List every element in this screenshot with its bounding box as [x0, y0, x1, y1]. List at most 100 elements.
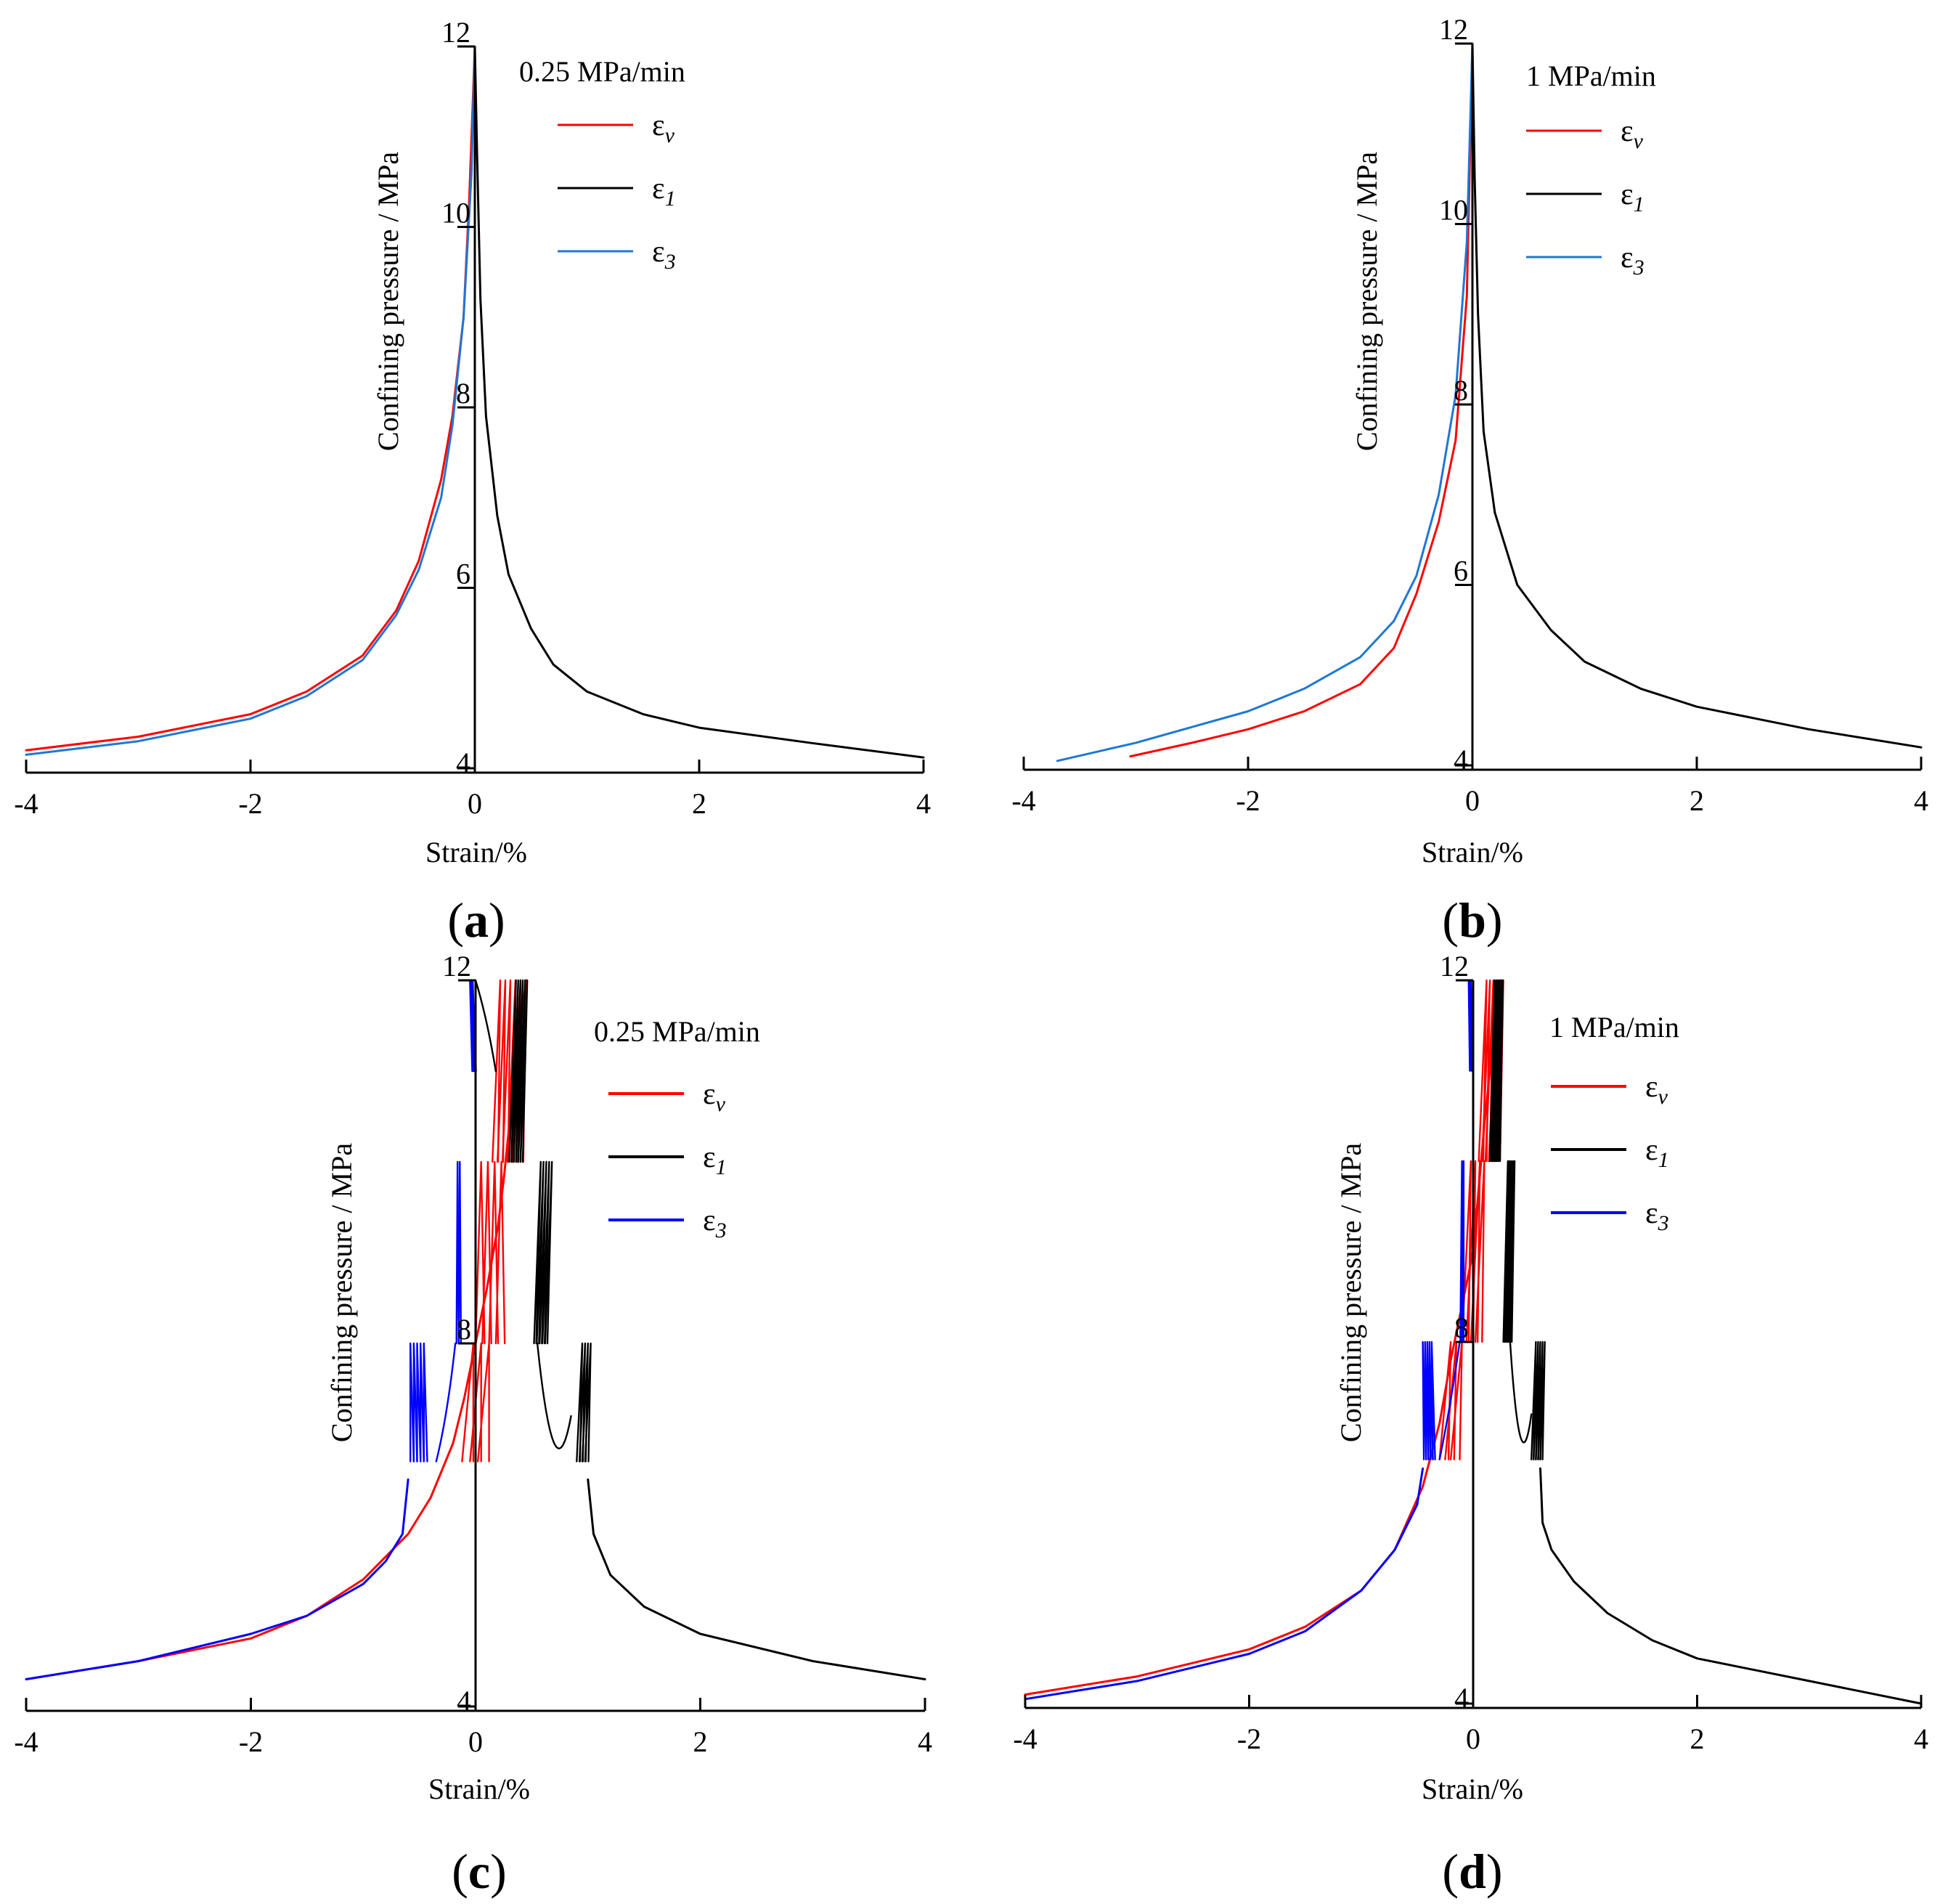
- loop-e1: [1497, 979, 1504, 1163]
- y-tick-label: 4: [456, 746, 470, 779]
- x-tick-label: -4: [14, 1725, 38, 1758]
- loop-ev: [494, 1160, 506, 1345]
- loop-e3: [416, 1342, 422, 1462]
- x-tick-label: -4: [1011, 784, 1035, 817]
- series-line-e3: [1056, 42, 1474, 762]
- legend-label-e1: ε1: [652, 172, 676, 211]
- plot-area-c: [25, 979, 926, 1680]
- legend-label-e1: ε1: [1621, 178, 1644, 216]
- legend-label-ev: εv: [1621, 115, 1644, 153]
- series-line-e1: [1539, 1467, 1923, 1705]
- legend-label-e1: ε1: [1645, 1134, 1669, 1172]
- x-tick-label: -2: [238, 787, 262, 820]
- x-tick-label: 2: [692, 787, 706, 820]
- loop-e3: [412, 1342, 418, 1462]
- legend-label-e3: ε3: [703, 1204, 727, 1242]
- x-tick-label: 4: [916, 787, 931, 820]
- x-axis-title-c: Strain/%: [428, 1773, 530, 1805]
- legend-c: εv ε1 ε3: [608, 1078, 727, 1242]
- y-tick-label: 12: [1439, 13, 1468, 46]
- legend-label-ev: εv: [652, 109, 675, 147]
- loop-e1: [536, 1342, 572, 1449]
- legend-label-ev: εv: [1645, 1070, 1668, 1109]
- cyclic-loops-c: [409, 979, 592, 1462]
- y-tick-label: 12: [441, 16, 470, 49]
- loop-e1: [533, 1160, 542, 1345]
- cyclic-loops-d: [1422, 979, 1546, 1461]
- loop-e1: [584, 1342, 592, 1462]
- legend-label-ev: εv: [703, 1078, 726, 1116]
- loop-e1: [1509, 1340, 1533, 1444]
- y-tick-label: 10: [441, 197, 470, 229]
- y-axis-title-a: Confining pressure / MPa: [372, 152, 404, 451]
- loop-ev: [476, 1342, 490, 1462]
- panel-label-d: (d): [1442, 1844, 1502, 1899]
- loop-e1: [541, 1160, 550, 1345]
- chart-panel-c: 0.25 MPa/min Strain/% Confining pressure…: [0, 950, 970, 1904]
- series-line-e3: [1024, 1467, 1425, 1701]
- panel-label-a: (a): [447, 892, 505, 948]
- y-tick-label: 6: [1454, 555, 1468, 587]
- y-tick-label: 4: [1454, 1682, 1469, 1714]
- x-tick-label: 4: [1914, 1722, 1928, 1755]
- y-tick-label: 8: [457, 1313, 471, 1346]
- loop-e3: [1438, 1340, 1461, 1461]
- plot-area-d: [1024, 979, 1923, 1705]
- x-tick-label: 4: [918, 1725, 932, 1758]
- loop-ev: [501, 979, 512, 1163]
- x-axis-title-b: Strain/%: [1422, 836, 1523, 868]
- legend-label-e1: ε1: [703, 1141, 727, 1179]
- x-tick-label: -2: [239, 1725, 263, 1758]
- legend-title-b: 1 MPa/min: [1526, 60, 1656, 92]
- x-tick-label: 2: [1690, 784, 1704, 817]
- y-axis-title-b: Confining pressure / MPa: [1350, 152, 1383, 451]
- loop-e1: [544, 1160, 553, 1345]
- series-line-e3: [25, 1478, 409, 1680]
- series-line-e3: [25, 45, 476, 756]
- series-line-ev: [1129, 42, 1474, 758]
- loop-e3: [423, 1342, 428, 1462]
- series-line-e1: [1471, 42, 1923, 749]
- chart-svg-b: 1 MPa/min Strain/% Confining pressure / …: [1011, 13, 1928, 948]
- loop-ev: [1438, 1340, 1452, 1460]
- chart-svg-c: 0.25 MPa/min Strain/% Confining pressure…: [14, 950, 932, 1899]
- y-tick-label: 8: [1454, 374, 1468, 407]
- loop-e3: [457, 1160, 462, 1345]
- series-line-e1: [473, 45, 925, 759]
- x-tick-label: -4: [1013, 1722, 1037, 1755]
- chart-svg-a: 0.25 MPa/min Strain/% Confining pressure…: [14, 16, 931, 948]
- x-axis-title-a: Strain/%: [425, 836, 527, 868]
- legend-title-c: 0.25 MPa/min: [594, 1015, 760, 1048]
- plot-area-b: [1056, 42, 1923, 762]
- y-tick-label: 4: [457, 1685, 471, 1717]
- loop-e3: [420, 1342, 425, 1462]
- panel-label-c: (c): [452, 1844, 507, 1899]
- loop-e1: [519, 979, 529, 1163]
- loop-e1: [536, 1160, 545, 1345]
- series-line-ev: [25, 45, 476, 752]
- loop-e1: [539, 1160, 547, 1345]
- y-tick-label: 8: [456, 377, 470, 410]
- series-line-ev: [25, 979, 528, 1680]
- loop-e1: [474, 979, 497, 1073]
- x-tick-label: 2: [693, 1725, 708, 1758]
- loop-ev: [497, 979, 507, 1163]
- loop-e3: [1430, 1340, 1436, 1460]
- x-tick-label: -2: [1236, 784, 1260, 817]
- x-axis-title-d: Strain/%: [1422, 1773, 1523, 1805]
- legend-label-e3: ε3: [1621, 241, 1644, 280]
- x-tick-label: -2: [1237, 1722, 1261, 1755]
- x-tick-label: -4: [14, 787, 38, 820]
- legend-a: εv ε1 ε3: [558, 109, 676, 274]
- panel-label-b: (b): [1442, 892, 1502, 948]
- legend-label-e3: ε3: [652, 235, 676, 274]
- series-line-e1: [587, 1478, 926, 1680]
- loop-e1: [1539, 1340, 1546, 1460]
- loop-e3: [409, 1342, 415, 1462]
- chart-panel-a: 0.25 MPa/min Strain/% Confining pressure…: [0, 0, 970, 951]
- legend-b: εv ε1 ε3: [1526, 115, 1644, 280]
- y-tick-label: 6: [456, 558, 470, 590]
- plot-area-a: [25, 45, 925, 759]
- y-axis-title-c: Confining pressure / MPa: [325, 1143, 358, 1442]
- y-tick-label: 12: [442, 950, 471, 982]
